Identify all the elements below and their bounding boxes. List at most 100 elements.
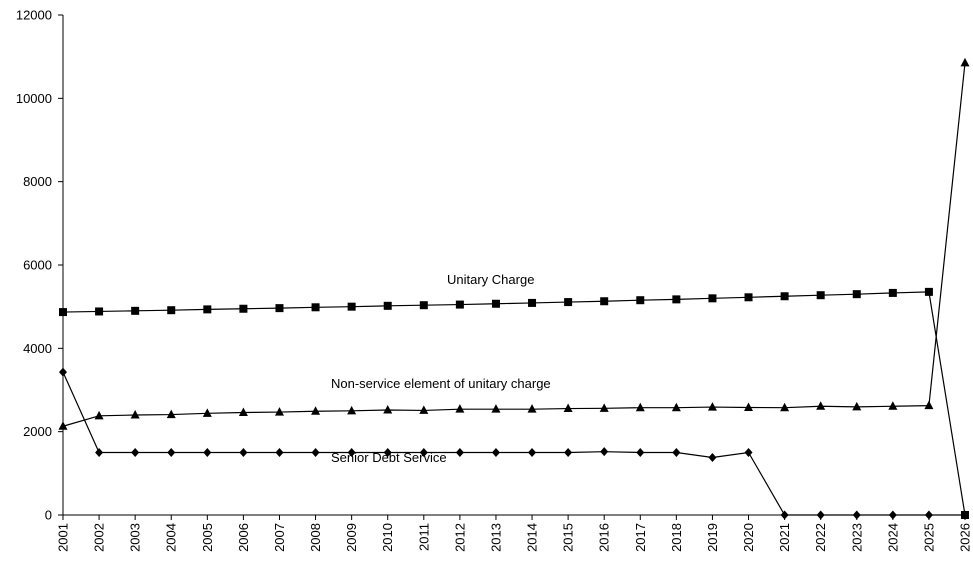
y-tick-label: 10000 — [16, 91, 52, 106]
data-point-triangle — [707, 402, 717, 411]
x-tick-label: 2021 — [777, 523, 792, 552]
data-point-square — [528, 298, 537, 307]
data-point-square — [564, 298, 573, 307]
data-point-triangle — [130, 410, 140, 419]
x-tick-label: 2009 — [344, 523, 359, 552]
series-diamond — [59, 367, 969, 520]
x-tick-label: 2014 — [525, 523, 540, 552]
data-point-square — [383, 301, 392, 310]
x-tick-label: 2023 — [849, 523, 864, 552]
data-point-triangle — [960, 57, 970, 67]
data-point-square — [744, 293, 753, 302]
data-point-square — [672, 295, 681, 304]
y-tick-label: 4000 — [23, 341, 52, 356]
data-point-diamond — [672, 448, 681, 457]
data-point-diamond — [419, 448, 428, 457]
data-point-diamond — [347, 448, 356, 457]
series-line — [62, 62, 966, 427]
data-point-square — [95, 307, 104, 316]
data-point-square — [455, 300, 464, 309]
y-tick-label: 8000 — [23, 174, 52, 189]
data-point-diamond — [816, 510, 825, 520]
data-point-square — [347, 302, 356, 311]
data-point-diamond — [311, 448, 320, 457]
series-line — [62, 371, 965, 516]
data-point-triangle — [527, 404, 537, 413]
data-point-triangle — [491, 404, 501, 413]
data-point-triangle — [419, 405, 429, 414]
x-tick-label: 2019 — [705, 523, 720, 552]
x-tick-label: 2006 — [236, 523, 251, 552]
data-point-square — [131, 306, 140, 315]
x-tick-label: 2016 — [597, 523, 612, 552]
data-point-triangle — [671, 402, 681, 412]
data-point-diamond — [636, 448, 645, 457]
data-point-diamond — [528, 448, 537, 457]
series-label-unitary-charge: Unitary Charge — [447, 272, 534, 287]
series-label-non-service-element: Non-service element of unitary charge — [331, 376, 551, 391]
series-group — [58, 57, 970, 520]
data-point-square — [888, 288, 897, 297]
data-point-triangle — [744, 402, 754, 411]
x-tick-label: 2011 — [416, 523, 431, 551]
data-point-triangle — [635, 402, 645, 412]
data-point-diamond — [888, 510, 897, 520]
series-triangle — [58, 57, 970, 430]
data-point-square — [167, 306, 176, 315]
data-point-square — [636, 296, 645, 305]
data-point-triangle — [311, 406, 321, 415]
y-tick-label: 0 — [45, 508, 52, 523]
data-point-square — [924, 287, 933, 296]
data-point-diamond — [564, 448, 573, 457]
x-tick-label: 2017 — [633, 523, 648, 552]
data-point-diamond — [744, 448, 753, 457]
data-point-triangle — [58, 421, 68, 430]
data-point-diamond — [167, 448, 176, 457]
data-point-triangle — [599, 403, 609, 412]
x-tick-label: 2022 — [813, 523, 828, 552]
data-point-square — [491, 299, 500, 308]
data-point-triangle — [274, 407, 284, 416]
x-tick-label: 2012 — [452, 523, 467, 552]
data-point-triangle — [563, 403, 573, 413]
x-tick-label: 2026 — [958, 523, 973, 552]
data-point-diamond — [491, 448, 500, 457]
data-point-diamond — [275, 448, 284, 457]
data-point-triangle — [166, 409, 176, 419]
data-point-diamond — [708, 453, 717, 462]
x-tick-label: 2008 — [308, 523, 323, 552]
x-tick-label: 2005 — [200, 523, 215, 552]
x-tick-label: 2013 — [488, 523, 503, 552]
data-point-diamond — [95, 448, 104, 457]
data-point-diamond — [852, 510, 861, 520]
data-point-triangle — [816, 401, 826, 410]
series-square — [59, 287, 969, 519]
x-tick-label: 2015 — [561, 523, 576, 552]
series-label-senior-debt-service: Senior Debt Service — [331, 450, 447, 465]
y-tick-label: 6000 — [23, 258, 52, 273]
y-tick-label: 12000 — [16, 8, 52, 23]
data-point-square — [203, 305, 212, 314]
x-tick-label: 2003 — [128, 523, 143, 552]
x-tick-label: 2002 — [92, 523, 107, 552]
data-point-square — [419, 301, 428, 310]
x-tick-label: 2020 — [741, 523, 756, 552]
data-point-triangle — [202, 408, 212, 417]
x-tick-label: 2004 — [164, 523, 179, 552]
data-point-triangle — [888, 401, 898, 410]
data-point-diamond — [780, 510, 789, 520]
data-point-square — [852, 290, 861, 299]
data-point-triangle — [347, 405, 357, 415]
data-point-square — [311, 303, 320, 312]
data-point-triangle — [238, 407, 248, 416]
x-tick-label: 2024 — [885, 523, 900, 552]
data-point-triangle — [383, 405, 393, 414]
data-point-square — [275, 304, 284, 313]
data-point-square — [600, 297, 609, 306]
data-point-square — [816, 291, 825, 300]
x-tick-label: 2007 — [272, 523, 287, 552]
x-tick-label: 2010 — [380, 523, 395, 552]
data-point-square — [239, 304, 248, 313]
data-point-square — [59, 308, 67, 317]
data-point-diamond — [59, 367, 67, 377]
